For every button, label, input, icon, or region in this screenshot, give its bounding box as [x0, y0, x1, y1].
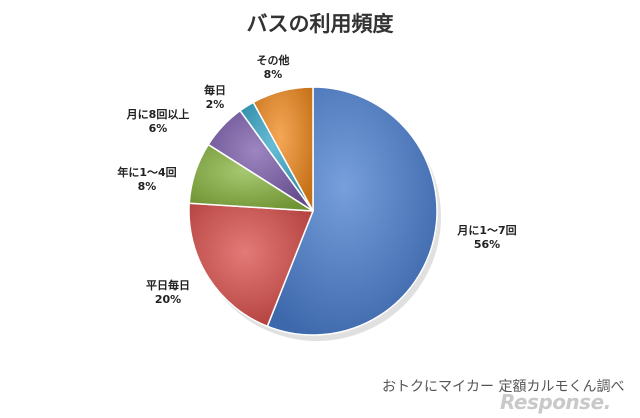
slice-category-label: 月に1～7回 — [457, 224, 517, 237]
slice-category-label: 年に1～4回 — [117, 166, 177, 179]
slice-value-label: 6% — [148, 122, 168, 135]
pie-slice-6 — [252, 86, 314, 212]
slice-category-label: 平日毎日 — [146, 279, 190, 292]
slice-category-label: 毎日 — [204, 84, 226, 97]
slice-value-label: 20% — [154, 293, 182, 306]
slice-value-label: 8% — [137, 180, 157, 193]
slice-value-label: 2% — [205, 98, 225, 111]
slice-label-1: 月に1～7回 56% — [457, 224, 516, 252]
slice-category-label: その他 — [256, 54, 290, 67]
slice-value-label: 8% — [263, 68, 283, 81]
pie-slice-2 — [188, 202, 315, 328]
slice-label-4: 月に8回以上 6% — [127, 108, 190, 136]
slice-label-2: 平日毎日 20% — [146, 279, 190, 307]
slice-label-6: その他 8% — [257, 54, 290, 82]
slice-category-label: 月に8回以上 — [126, 108, 190, 121]
chart-title: バスの利用頻度 — [246, 12, 394, 36]
pie-slice-1 — [266, 86, 438, 336]
slice-value-label: 56% — [473, 238, 501, 251]
slice-label-5: 毎日 2% — [204, 84, 226, 112]
watermark-logo: Response. — [500, 390, 611, 414]
source-credit: おトクにマイカー 定額カルモくん調べ — [382, 379, 625, 395]
slice-label-3: 年に1～4回 8% — [117, 166, 176, 194]
